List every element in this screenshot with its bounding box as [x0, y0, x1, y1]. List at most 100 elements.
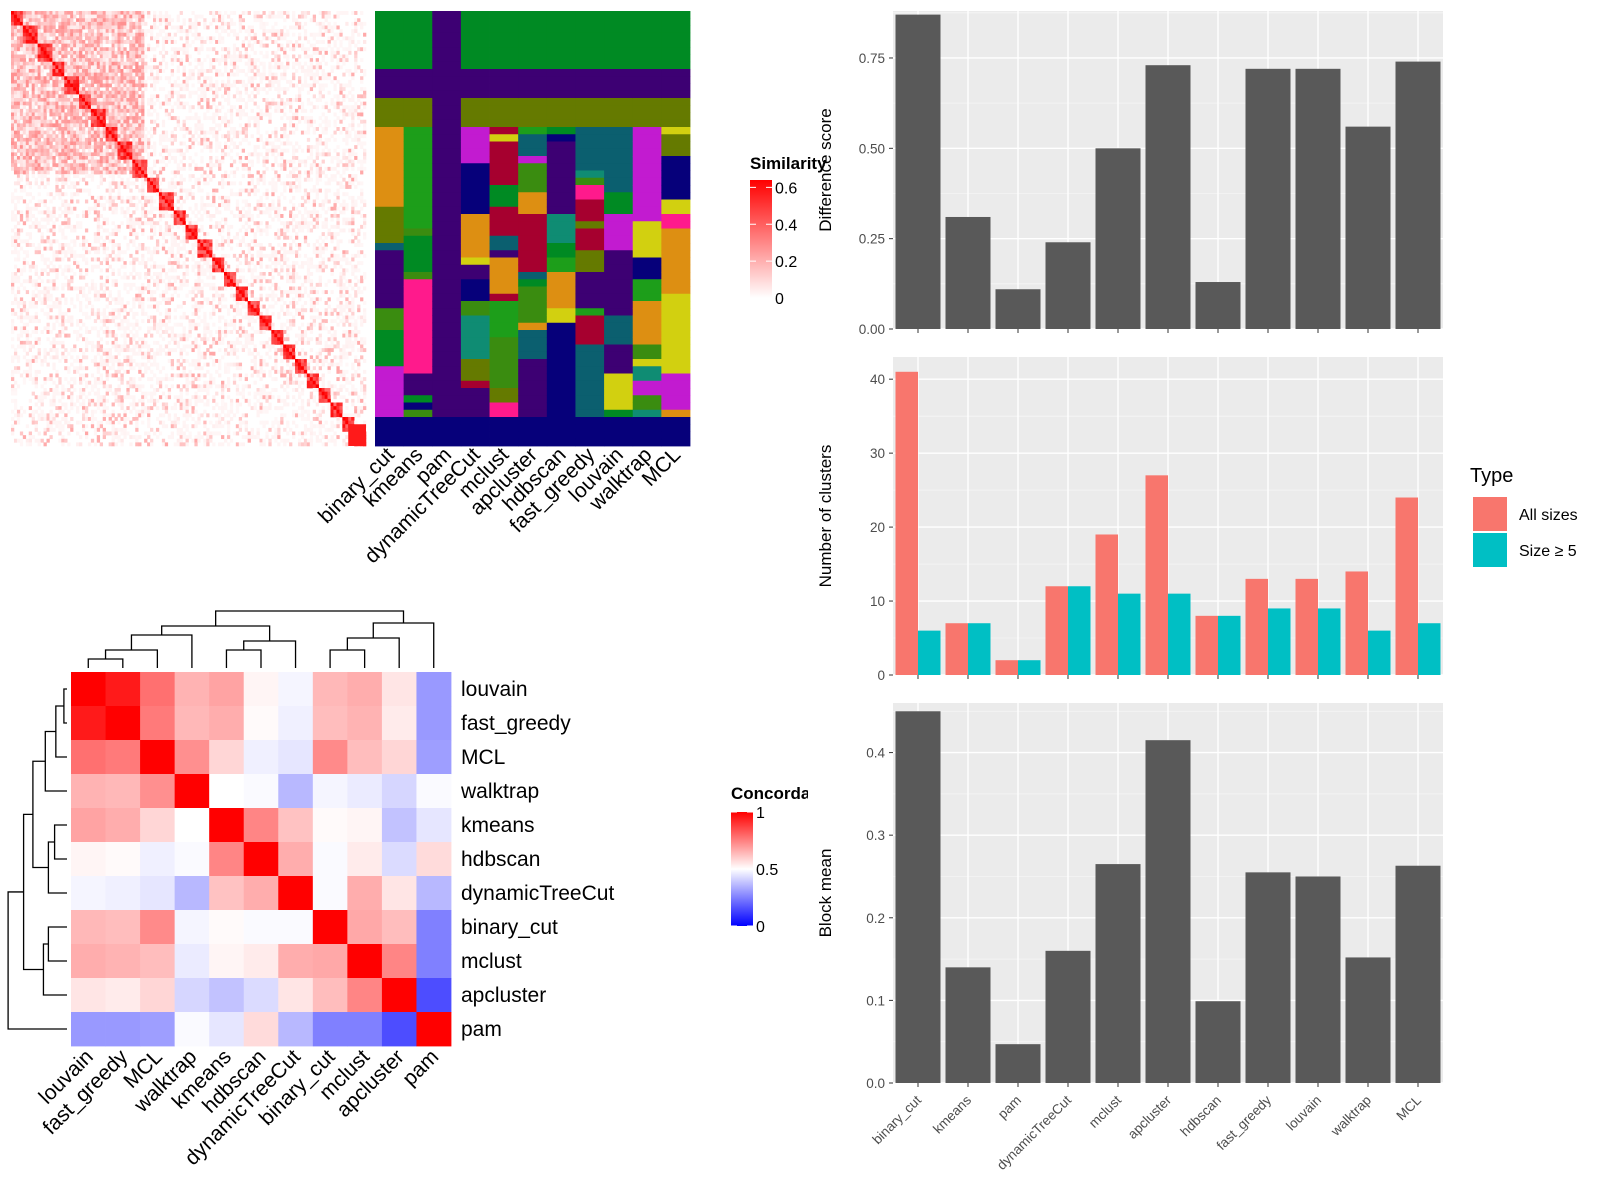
similarity-cell — [295, 206, 299, 211]
similarity-cell — [132, 87, 136, 92]
similarity-cell — [333, 174, 337, 179]
similarity-cell — [360, 94, 364, 99]
similarity-cell — [297, 185, 302, 189]
similarity-cell — [52, 228, 56, 233]
similarity-cell — [19, 210, 24, 215]
similarity-cell — [129, 40, 133, 44]
similarity-cell — [357, 250, 361, 255]
similarity-cell — [188, 217, 192, 222]
similarity-cell — [52, 105, 56, 110]
similarity-cell — [61, 148, 65, 153]
similarity-cell — [87, 61, 92, 66]
similarity-cell — [28, 166, 33, 171]
similarity-cell — [170, 253, 175, 258]
similarity-cell — [241, 130, 246, 135]
similarity-cell — [40, 83, 44, 88]
similarity-cell — [82, 239, 86, 244]
similarity-cell — [170, 18, 175, 23]
similarity-cell — [232, 181, 237, 186]
similarity-cell — [138, 50, 142, 55]
similarity-cell — [105, 98, 109, 102]
similarity-cell — [238, 54, 243, 59]
similarity-cell — [117, 14, 121, 19]
similarity-cell — [268, 203, 272, 208]
similarity-cell — [170, 134, 175, 139]
similarity-cell — [108, 54, 112, 59]
similarity-cell — [31, 87, 35, 92]
similarity-cell — [250, 239, 254, 244]
similarity-cell — [132, 152, 136, 157]
similarity-cell — [247, 116, 251, 121]
similarity-cell — [61, 210, 65, 215]
similarity-cell — [351, 123, 355, 128]
similarity-cell — [34, 148, 38, 153]
similarity-cell — [34, 145, 38, 150]
similarity-cell — [46, 163, 50, 168]
similarity-cell — [70, 72, 74, 77]
similarity-cell — [22, 163, 27, 168]
similarity-cell — [173, 148, 177, 153]
similarity-cell — [129, 94, 133, 99]
similarity-cell — [138, 83, 142, 88]
similarity-cell — [111, 14, 115, 19]
similarity-cell — [289, 123, 293, 128]
similarity-cell — [309, 69, 314, 73]
similarity-cell — [16, 21, 21, 26]
similarity-cell — [274, 145, 278, 150]
similarity-cell — [259, 137, 263, 142]
similarity-cell — [150, 181, 154, 186]
similarity-cell — [309, 261, 314, 266]
similarity-cell — [108, 90, 112, 95]
similarity-cell — [277, 145, 281, 150]
similarity-cell — [306, 243, 311, 247]
similarity-cell — [40, 36, 44, 41]
similarity-cell — [250, 261, 254, 266]
similarity-cell — [173, 257, 177, 262]
similarity-cell — [135, 174, 139, 179]
similarity-cell — [87, 192, 92, 197]
similarity-cell — [141, 83, 145, 88]
similarity-cell — [67, 206, 71, 211]
similarity-cell — [339, 43, 343, 48]
similarity-cell — [226, 108, 231, 113]
similarity-cell — [283, 250, 287, 255]
similarity-cell — [345, 203, 349, 208]
similarity-cell — [327, 177, 331, 182]
similarity-cell — [82, 235, 86, 240]
similarity-cell — [22, 21, 27, 26]
similarity-cell — [43, 40, 47, 44]
similarity-cell — [73, 14, 77, 19]
similarity-cell — [286, 32, 290, 37]
similarity-cell — [90, 108, 95, 113]
similarity-cell — [123, 152, 127, 157]
similarity-cell — [155, 246, 160, 251]
similarity-cell — [96, 40, 101, 44]
similarity-cell — [289, 214, 293, 218]
similarity-cell — [147, 43, 151, 48]
similarity-cell — [342, 94, 346, 99]
similarity-cell — [247, 174, 251, 179]
similarity-cell — [342, 257, 346, 262]
similarity-cell — [11, 152, 15, 157]
similarity-cell — [176, 47, 180, 52]
similarity-cell — [303, 119, 308, 124]
similarity-cell — [330, 239, 334, 244]
similarity-cell — [58, 61, 62, 66]
similarity-cell — [120, 90, 124, 95]
similarity-cell — [218, 61, 222, 66]
similarity-cell — [161, 206, 166, 211]
similarity-cell — [330, 156, 334, 160]
similarity-cell — [229, 163, 234, 168]
similarity-cell — [354, 108, 358, 113]
similarity-cell — [324, 76, 328, 81]
similarity-cell — [120, 264, 124, 269]
similarity-cell — [16, 112, 21, 117]
similarity-cell — [43, 257, 47, 262]
similarity-cell — [170, 105, 175, 110]
similarity-cell — [76, 65, 80, 70]
similarity-cell — [295, 243, 299, 247]
similarity-cell — [132, 83, 136, 88]
similarity-cell — [203, 98, 207, 102]
similarity-cell — [46, 127, 50, 131]
similarity-cell — [28, 83, 33, 88]
